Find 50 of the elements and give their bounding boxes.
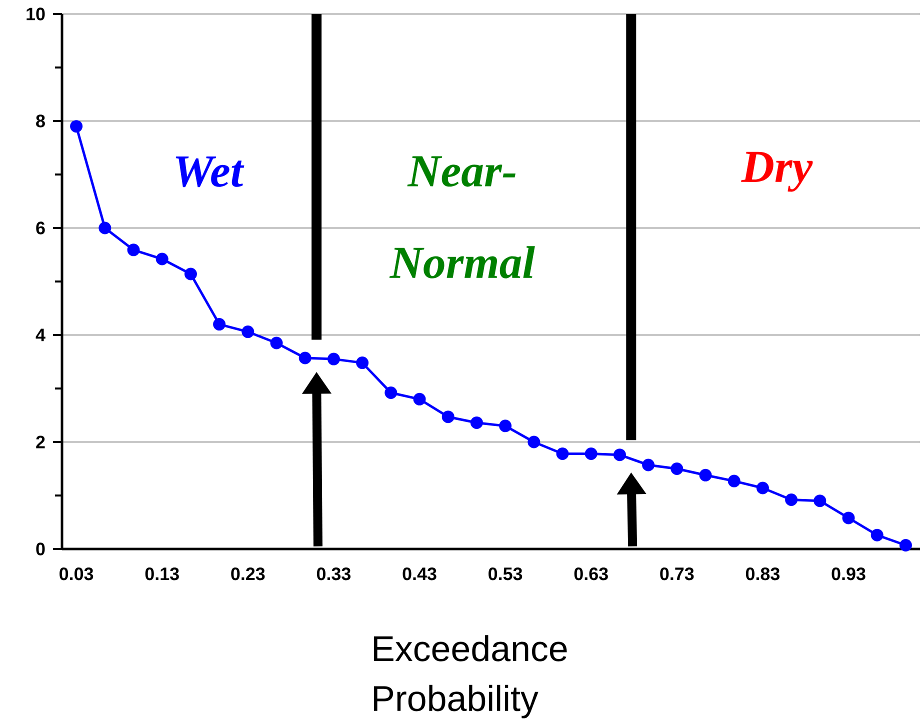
point: [470, 416, 483, 429]
point: [356, 356, 369, 370]
point: [327, 352, 340, 366]
point: [98, 222, 112, 234]
x-tick-label: 0.63: [574, 567, 608, 580]
point: [156, 252, 168, 266]
annotation: Wet: [176, 156, 244, 188]
x-tick-label: 0.43: [402, 567, 436, 580]
x-tick-label: 0.13: [145, 567, 179, 580]
x-tick-label: 0.83: [746, 567, 780, 580]
point: [670, 462, 684, 475]
point: [785, 494, 798, 506]
y-tick-label: 2: [36, 436, 45, 448]
point: [127, 244, 140, 256]
point: [70, 120, 83, 133]
point: [870, 528, 884, 542]
point: [442, 410, 454, 424]
point: [728, 474, 740, 488]
x-tick-label: 0.93: [832, 567, 866, 580]
point: [899, 538, 912, 552]
point: [413, 392, 426, 406]
point: [642, 458, 655, 472]
point: [213, 318, 226, 331]
point: [270, 336, 283, 350]
point: [384, 386, 398, 400]
point: [528, 436, 540, 448]
y-tick-label: 0: [36, 542, 45, 556]
y-tick-label: 4: [36, 328, 46, 342]
point: [756, 482, 769, 494]
y-tick-label: 10: [26, 8, 45, 20]
x-tick-label: 0.23: [231, 567, 265, 580]
point: [699, 468, 712, 482]
x-tick-label: 0.03: [60, 567, 94, 580]
x-tick-label: 0.53: [488, 567, 522, 580]
y-tick-label: 8: [36, 114, 45, 128]
point: [184, 268, 197, 280]
y-tick-label: 6: [36, 222, 45, 234]
text: Near-Normal: [389, 156, 535, 278]
point: [242, 326, 254, 338]
point: [842, 512, 855, 524]
point: [556, 448, 569, 460]
x-axis-title: Exceedance Probability: [374, 635, 567, 718]
x-tick-label: 0.73: [660, 567, 694, 580]
point: [613, 448, 626, 462]
x-tick-label: 0.33: [316, 567, 351, 580]
point: [499, 420, 512, 432]
point: [298, 352, 312, 364]
annotation: Dry: [741, 152, 813, 192]
point: [584, 448, 598, 460]
point: [814, 494, 826, 508]
